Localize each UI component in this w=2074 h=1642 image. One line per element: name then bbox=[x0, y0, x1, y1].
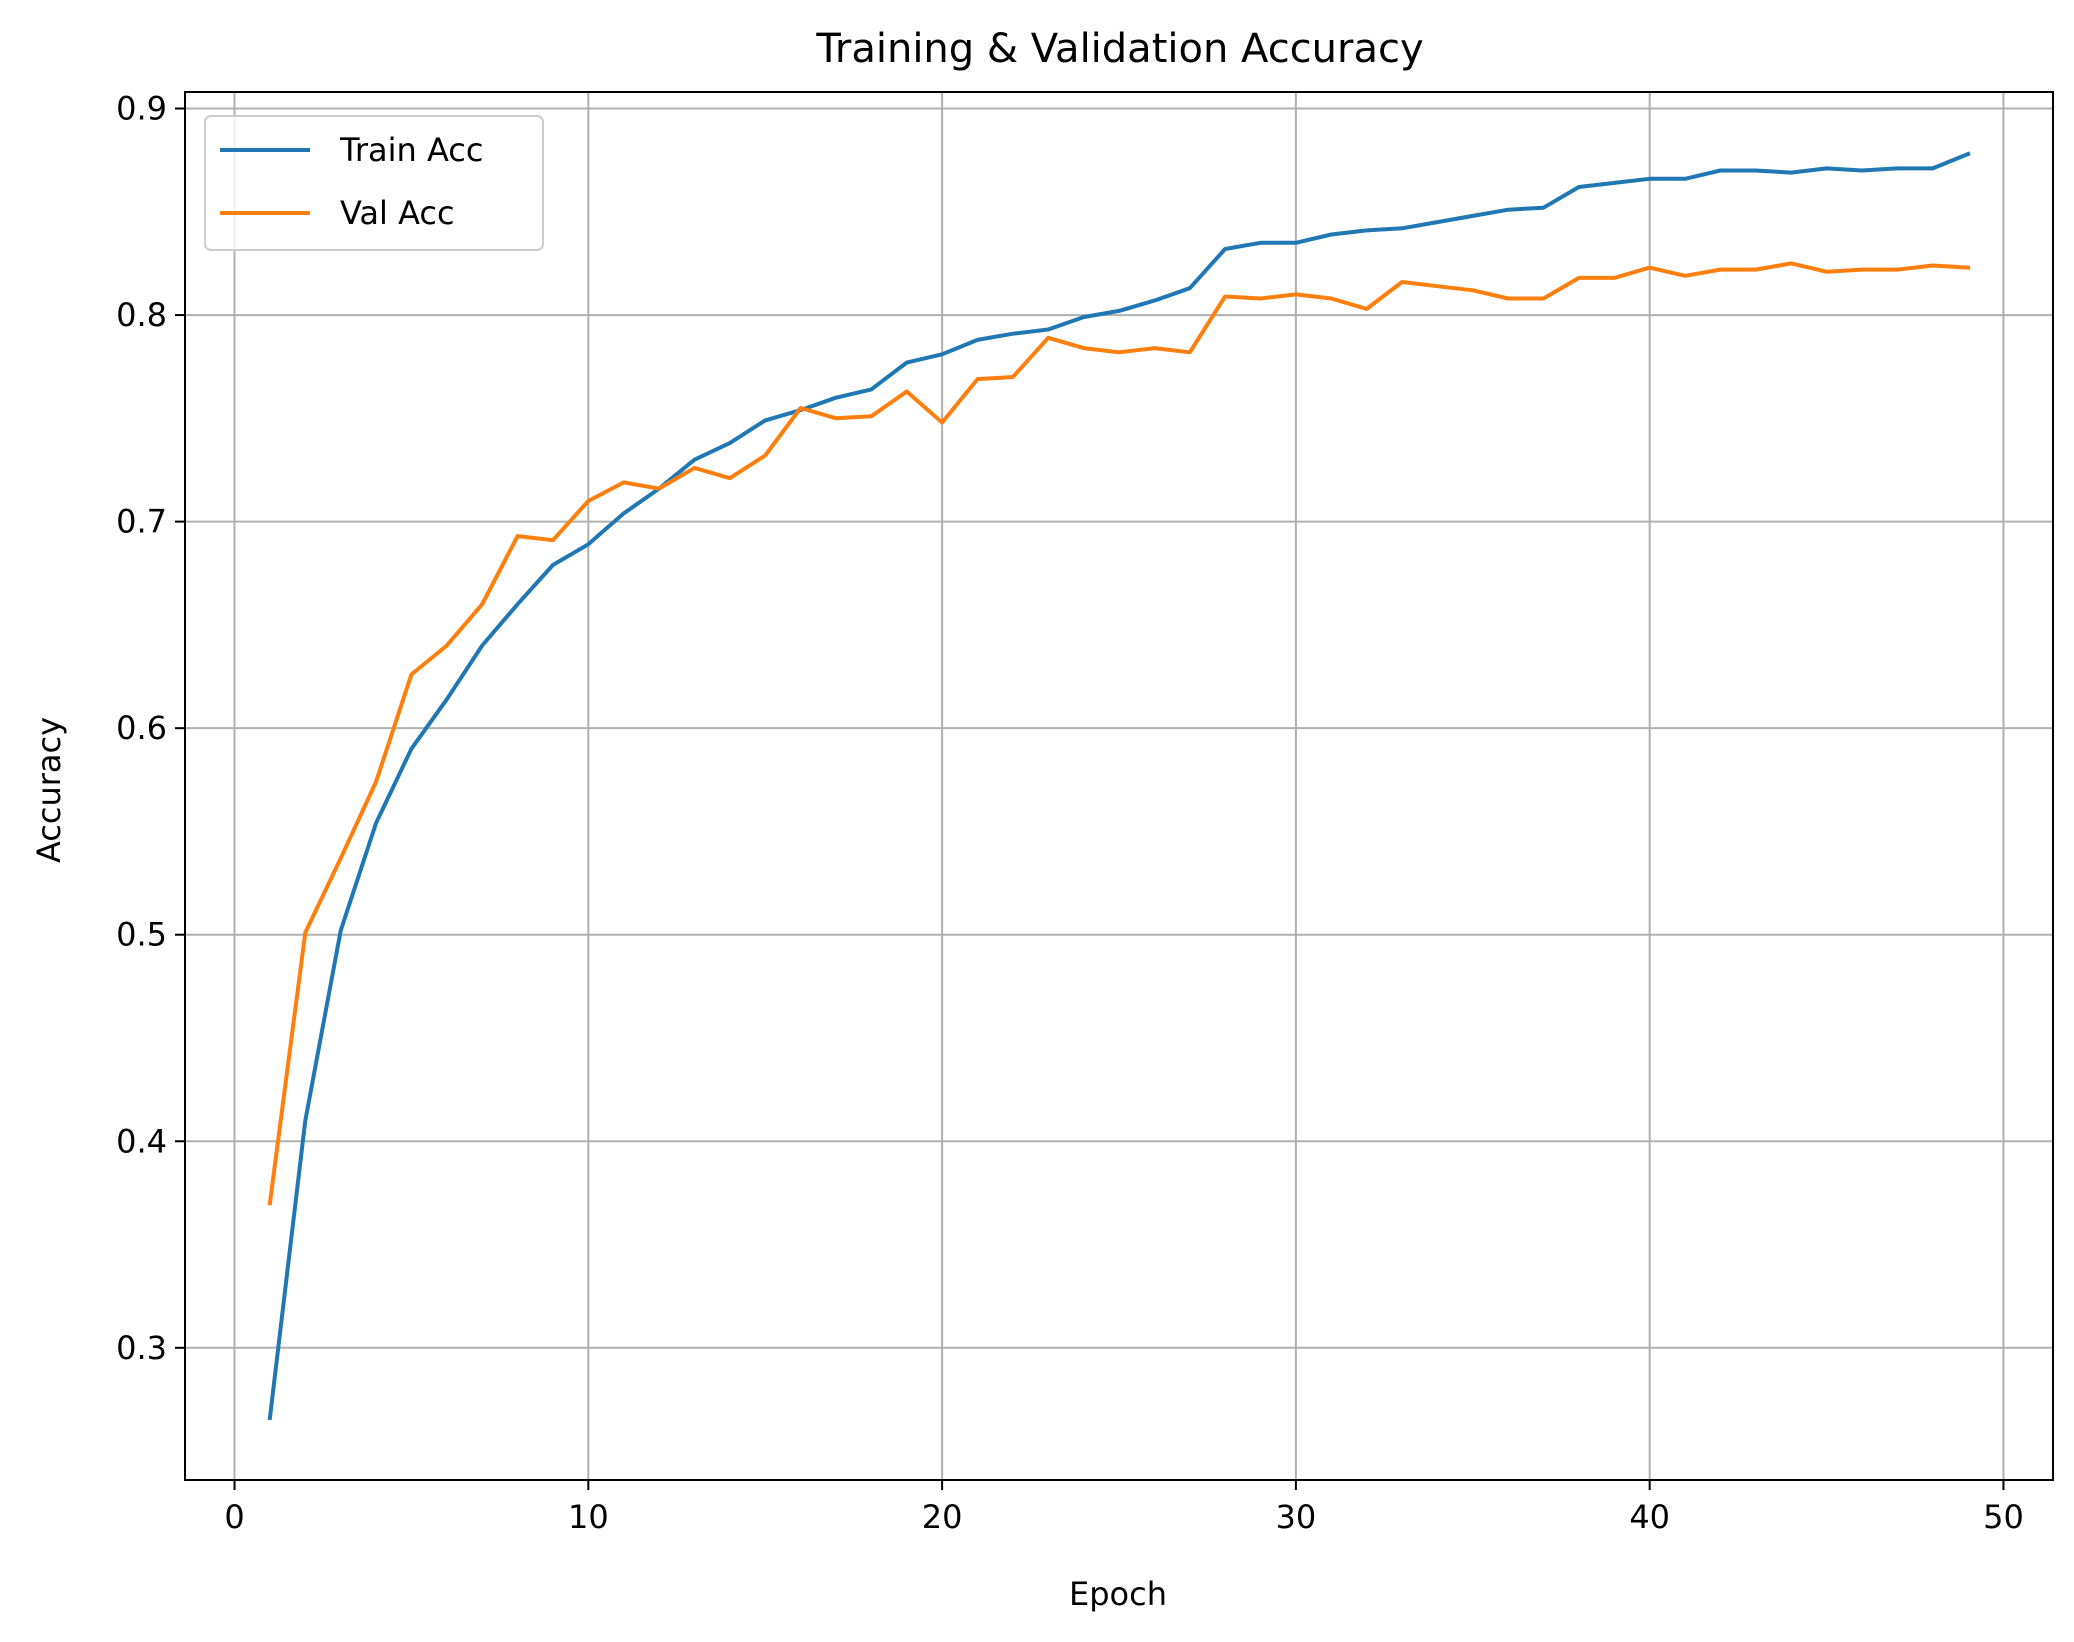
y-tick-label: 0.7 bbox=[116, 503, 167, 541]
y-tick-label: 0.6 bbox=[116, 709, 167, 747]
x-tick-label: 0 bbox=[224, 1498, 244, 1536]
x-tick-label: 20 bbox=[922, 1498, 963, 1536]
legend-label-train-acc: Train Acc bbox=[339, 131, 483, 169]
x-axis-ticks: 0 10 20 30 40 50 bbox=[224, 1480, 2024, 1536]
y-tick-label: 0.9 bbox=[116, 90, 167, 128]
x-tick-label: 40 bbox=[1629, 1498, 1670, 1536]
legend: Train Acc Val Acc bbox=[204, 115, 544, 251]
grid bbox=[185, 92, 2053, 1480]
series-line-val-acc bbox=[267, 261, 1971, 1206]
y-tick-label: 0.4 bbox=[116, 1122, 167, 1160]
y-axis-ticks: 0.3 0.4 0.5 0.6 0.7 0.8 0.9 bbox=[116, 90, 185, 1367]
series-lines bbox=[267, 151, 1971, 1421]
chart-title: Training & Validation Accuracy bbox=[815, 26, 1423, 72]
plot-frame bbox=[184, 91, 2054, 1481]
y-axis-title: Accuracy bbox=[30, 717, 68, 863]
x-axis-title: Epoch bbox=[1069, 1575, 1167, 1613]
legend-label-val-acc: Val Acc bbox=[340, 194, 455, 232]
x-tick-label: 50 bbox=[1983, 1498, 2024, 1536]
y-tick-label: 0.8 bbox=[116, 296, 167, 334]
series-line-train-acc bbox=[267, 151, 1971, 1421]
y-tick-label: 0.5 bbox=[116, 916, 167, 954]
x-tick-label: 10 bbox=[568, 1498, 609, 1536]
y-tick-label: 0.3 bbox=[116, 1329, 167, 1367]
x-tick-label: 30 bbox=[1276, 1498, 1317, 1536]
